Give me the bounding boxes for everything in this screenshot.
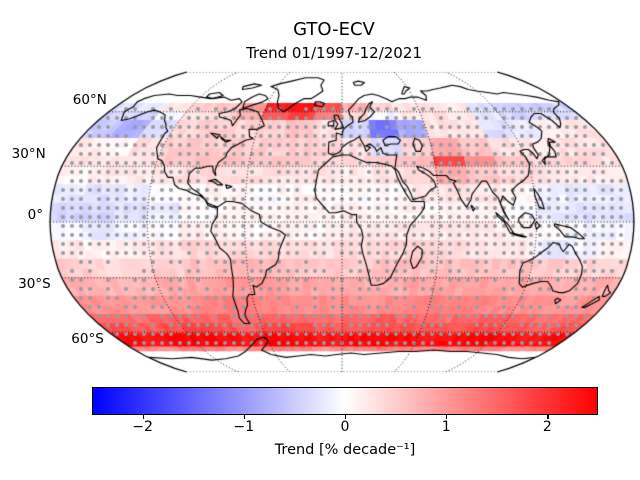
colorbar-tick-mark [345, 415, 347, 419]
colorbar-tick-label: 2 [542, 419, 552, 435]
latitude-label: 30°S [18, 275, 51, 292]
latitude-label: 60°S [71, 331, 104, 348]
colorbar-tick-label: −2 [132, 419, 153, 435]
latitude-label: 0° [27, 207, 43, 223]
plot-subtitle: Trend 01/1997-12/2021 [246, 44, 422, 62]
colorbar-label: Trend [% decade⁻¹] [274, 442, 416, 458]
colorbar-tick-mark [547, 415, 549, 419]
colorbar-tick-mark [142, 415, 144, 419]
colorbar-tick-mark [243, 415, 245, 419]
colorbar-tick-label: −1 [233, 419, 255, 435]
latitude-label: 60°N [72, 91, 107, 108]
colorbar-tick-label: 1 [441, 419, 451, 435]
colorbar-tick-mark [446, 415, 448, 419]
colorbar-tick-label: 0 [340, 419, 350, 435]
plot-title: GTO-ECV [293, 19, 375, 40]
colorbar [92, 387, 598, 415]
latitude-label: 30°N [11, 146, 46, 163]
